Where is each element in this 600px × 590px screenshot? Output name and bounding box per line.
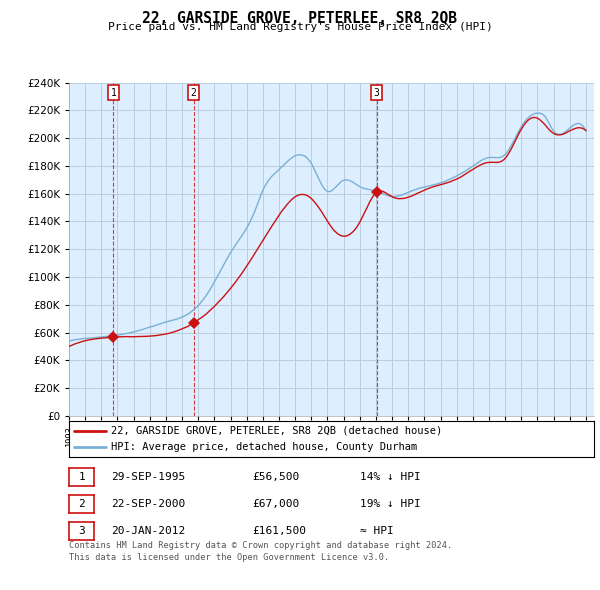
Text: £67,000: £67,000 [252, 499, 299, 509]
Text: 1: 1 [78, 472, 85, 481]
Text: 14% ↓ HPI: 14% ↓ HPI [360, 472, 421, 481]
Text: 19% ↓ HPI: 19% ↓ HPI [360, 499, 421, 509]
Text: 22-SEP-2000: 22-SEP-2000 [111, 499, 185, 509]
Text: Price paid vs. HM Land Registry's House Price Index (HPI): Price paid vs. HM Land Registry's House … [107, 22, 493, 32]
Text: 3: 3 [78, 526, 85, 536]
Text: £56,500: £56,500 [252, 472, 299, 481]
Text: Contains HM Land Registry data © Crown copyright and database right 2024.: Contains HM Land Registry data © Crown c… [69, 540, 452, 549]
Text: 29-SEP-1995: 29-SEP-1995 [111, 472, 185, 481]
Text: This data is licensed under the Open Government Licence v3.0.: This data is licensed under the Open Gov… [69, 553, 389, 562]
Text: 2: 2 [78, 499, 85, 509]
Text: 2: 2 [191, 87, 197, 97]
Text: 22, GARSIDE GROVE, PETERLEE, SR8 2QB (detached house): 22, GARSIDE GROVE, PETERLEE, SR8 2QB (de… [111, 425, 442, 435]
Text: 22, GARSIDE GROVE, PETERLEE, SR8 2QB: 22, GARSIDE GROVE, PETERLEE, SR8 2QB [143, 11, 458, 25]
Text: 1: 1 [110, 87, 116, 97]
Text: HPI: Average price, detached house, County Durham: HPI: Average price, detached house, Coun… [111, 442, 417, 453]
Text: 20-JAN-2012: 20-JAN-2012 [111, 526, 185, 536]
Text: 3: 3 [374, 87, 380, 97]
Text: £161,500: £161,500 [252, 526, 306, 536]
Text: ≈ HPI: ≈ HPI [360, 526, 394, 536]
